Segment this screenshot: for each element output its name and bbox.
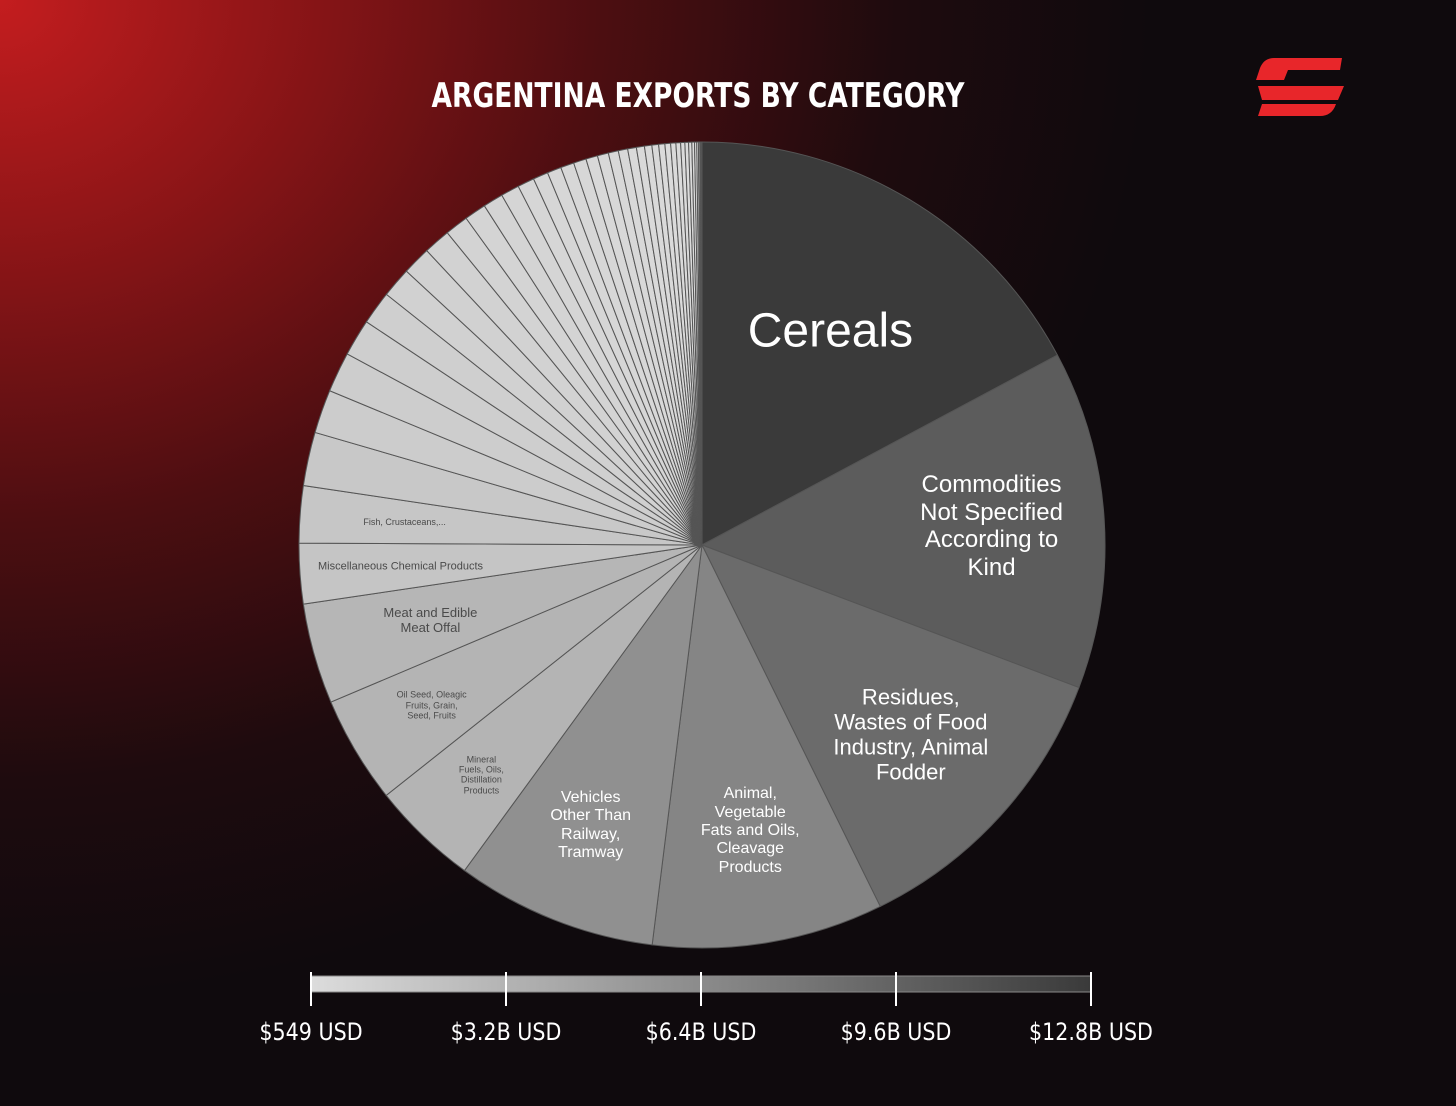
pie-slice <box>701 141 1059 546</box>
slice-label: Meat and Edible Meat Offal <box>383 605 478 636</box>
chart-title: ARGENTINA EXPORTS BY CATEGORY <box>431 76 965 116</box>
slice-label: Cereals <box>747 304 914 358</box>
slice-label: Vehicles Other Than Railway, Tramway <box>550 789 631 862</box>
slice-label: Animal, Vegetable Fats and Oils, Cleavag… <box>700 785 800 876</box>
pie-slice <box>651 543 881 949</box>
legend-tick-label: $12.8B USD <box>1029 1018 1153 1046</box>
slice-label: Residues, Wastes of Food Industry, Anima… <box>833 684 989 785</box>
legend-tick-label: $3.2B USD <box>450 1018 562 1046</box>
slice-label: Commodities Not Specified According to K… <box>920 471 1063 581</box>
slice-label: Miscellaneous Chemical Products <box>317 560 484 573</box>
legend-tick-label: $549 USD <box>259 1018 363 1046</box>
brand-logo-icon <box>1256 58 1344 116</box>
slice-label: Fish, Crustaceans,... <box>363 517 446 528</box>
legend-tick-label: $6.4B USD <box>645 1018 757 1046</box>
legend-tick-label: $9.6B USD <box>840 1018 952 1046</box>
pie-slice <box>463 543 703 946</box>
pie-slice <box>700 544 1080 908</box>
slice-label: Oil Seed, Oleagic Fruits, Grain, Seed, F… <box>396 689 467 721</box>
slice-label: Mineral Fuels, Oils, Distillation Produc… <box>458 753 504 795</box>
pie-slice <box>700 354 1106 689</box>
